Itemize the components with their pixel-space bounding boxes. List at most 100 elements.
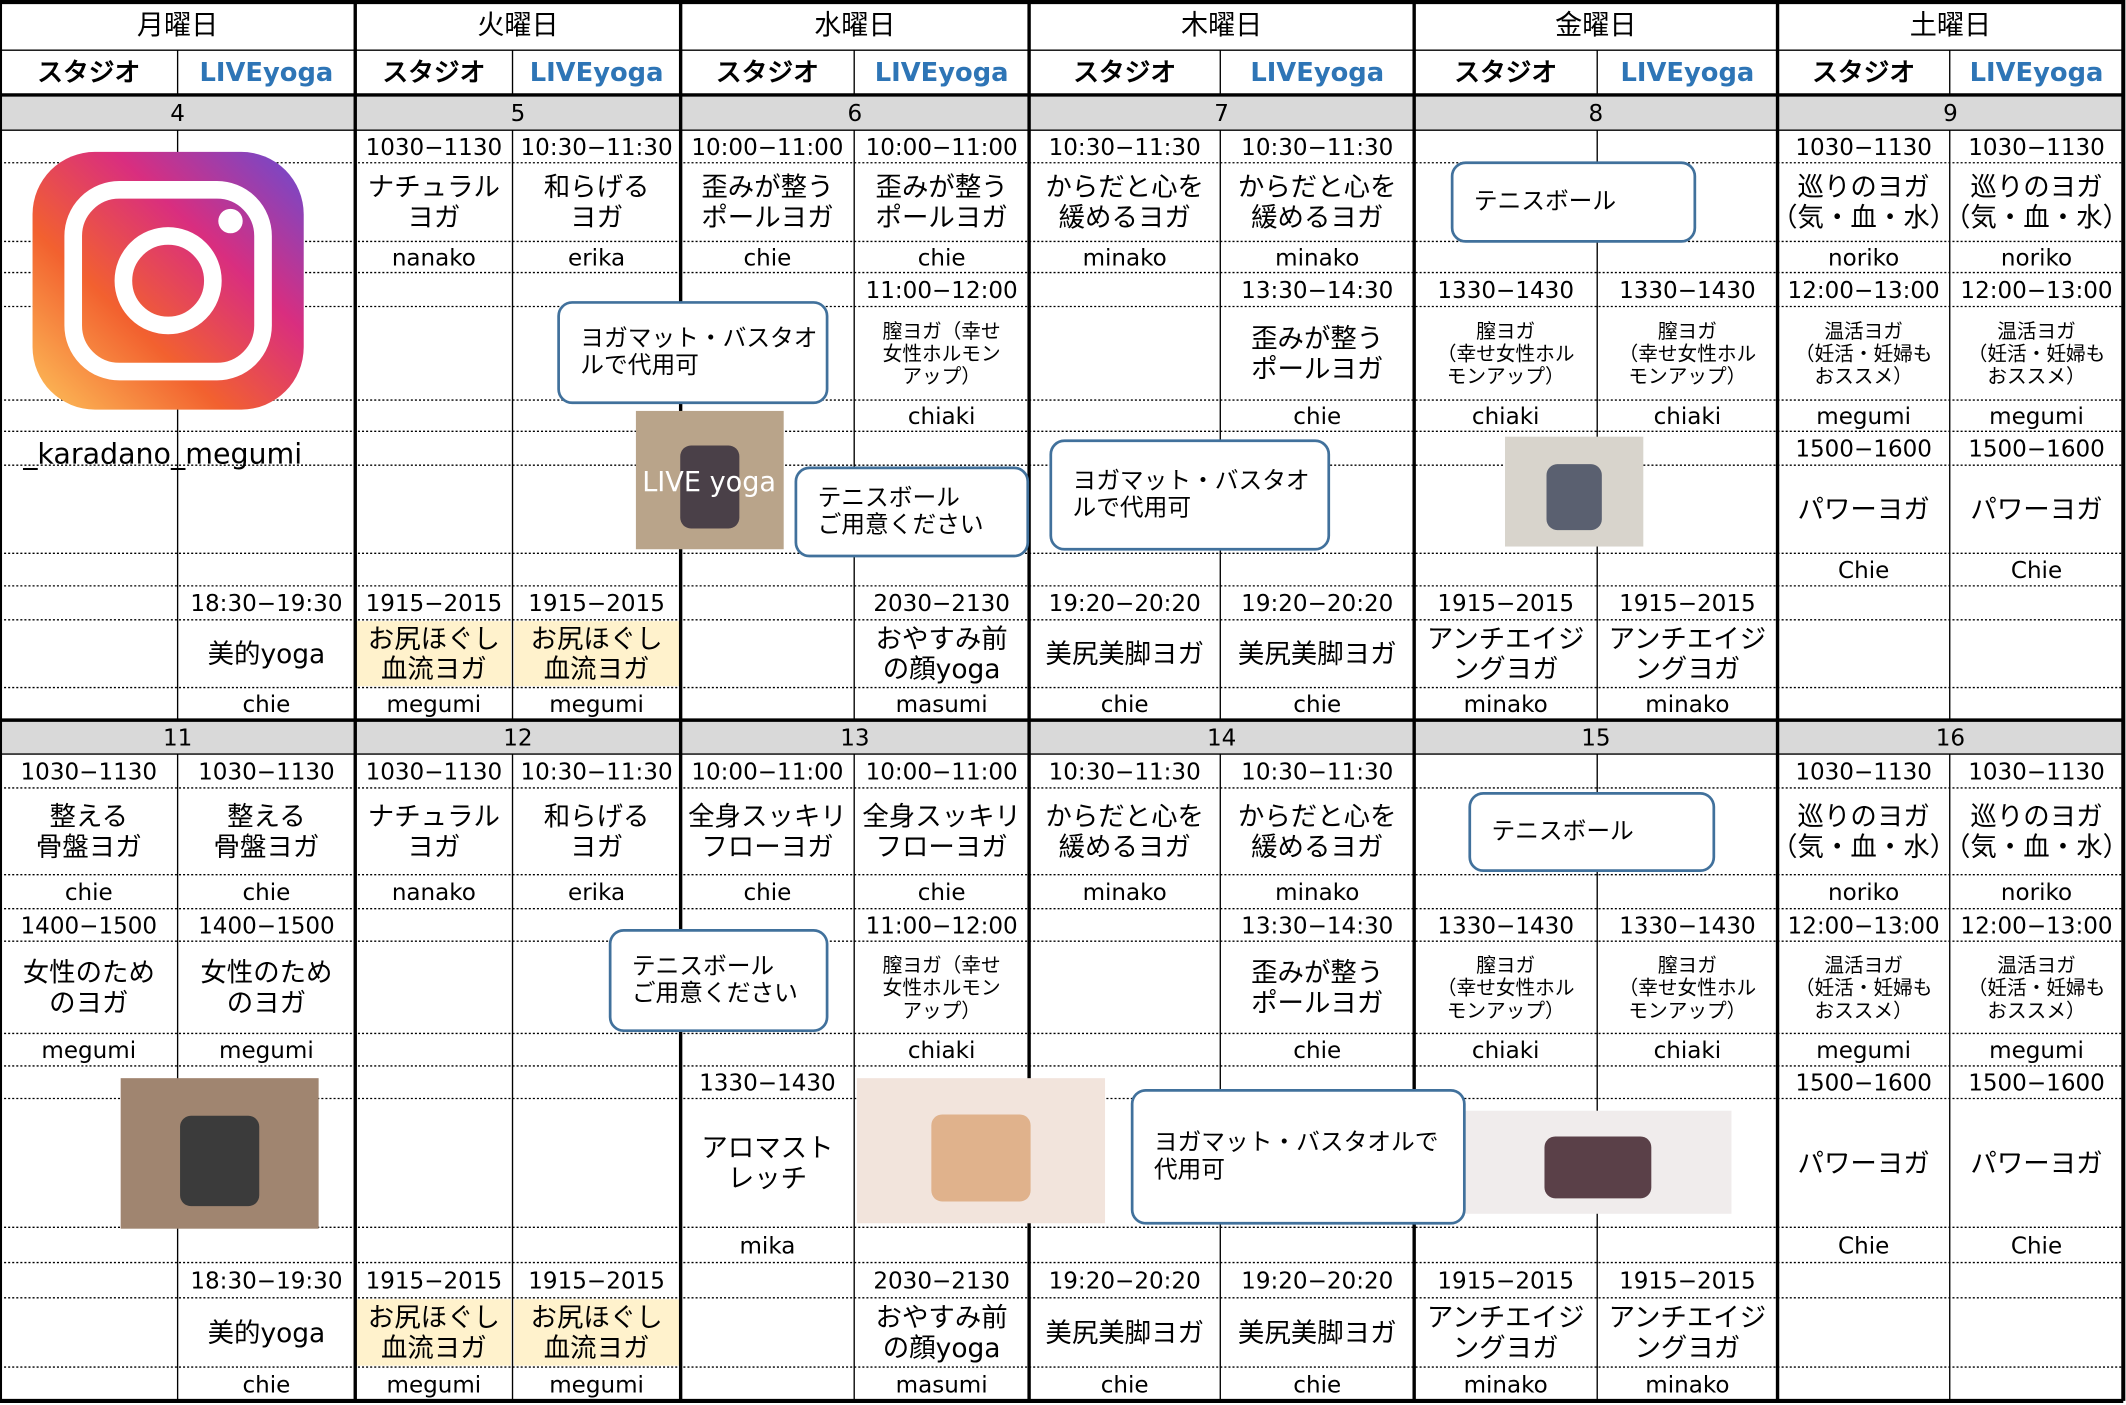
instructor: chie	[1293, 1038, 1341, 1064]
live-label: LIVEyoga	[1970, 58, 2104, 88]
class-name: パワーヨガ	[1970, 494, 2102, 525]
instructor: chiaki	[1472, 1038, 1540, 1064]
instructor: megumi	[1989, 404, 2084, 430]
class-name: 全身スッキリフローヨガ	[862, 801, 1021, 862]
callout-text: テニスボールご用意ください	[818, 483, 984, 538]
date: 7	[1214, 100, 1229, 126]
date: 13	[840, 725, 869, 751]
instructor: minako	[1275, 245, 1359, 271]
instructor: noriko	[2001, 880, 2072, 906]
instructor: chie	[918, 245, 966, 271]
time: 1400−1500	[21, 913, 158, 939]
instructor: megumi	[549, 692, 644, 718]
live-label: LIVEyoga	[1250, 58, 1384, 88]
time: 1030−1130	[1968, 134, 2105, 160]
callout	[794, 466, 1030, 558]
class-name: 膣ヨガ（幸せ女性ホルモンアップ）	[883, 954, 1001, 1022]
time: 1030−1130	[366, 759, 503, 785]
date: 5	[511, 100, 526, 126]
time: 1030−1130	[1795, 759, 1932, 785]
instructor: noriko	[2001, 245, 2072, 271]
date: 4	[170, 100, 185, 126]
time: 19:20−20:20	[1049, 1268, 1201, 1294]
instructor: nanako	[392, 245, 476, 271]
class-name: 美的yoga	[208, 1317, 326, 1348]
instructor: minako	[1083, 880, 1167, 906]
time: 1500−1600	[1795, 1070, 1932, 1096]
time: 1915−2015	[1619, 591, 1756, 617]
callout	[1049, 439, 1331, 551]
time: 1330−1430	[699, 1070, 836, 1096]
class-name: パワーヨガ	[1798, 494, 1930, 525]
class-name: 美的yoga	[208, 639, 326, 670]
class-name: 膣ヨガ（幸せ女性ホルモンアップ）	[1619, 320, 1757, 388]
instructor: minako	[1275, 880, 1359, 906]
class-name: 和らげるヨガ	[544, 801, 650, 862]
class-name: 巡りのヨガ（気・血・水）	[1944, 172, 2126, 233]
instructor: minako	[1083, 245, 1167, 271]
time: 1030−1130	[21, 759, 158, 785]
photo-detail	[180, 1115, 260, 1207]
cell-bg	[356, 1299, 512, 1366]
class-name: 歪みが整うポールヨガ	[1251, 323, 1383, 384]
instructor: chie	[1293, 692, 1341, 718]
day-name: 木曜日	[1181, 9, 1262, 40]
instructor: Chie	[1838, 557, 1889, 583]
date: 11	[163, 725, 192, 751]
instructor: chie	[1101, 692, 1149, 718]
instructor: Chie	[1838, 1233, 1889, 1259]
instructor: chie	[65, 880, 113, 906]
instructor: chie	[242, 1372, 290, 1398]
callout	[608, 928, 829, 1033]
instructor: chiaki	[1654, 1038, 1722, 1064]
class-name: お尻ほぐし血流ヨガ	[530, 1302, 662, 1363]
studio-label: スタジオ	[382, 58, 485, 88]
class-name: 整える骨盤ヨガ	[214, 801, 320, 862]
time: 18:30−19:30	[190, 1268, 342, 1294]
day-name: 土曜日	[1910, 9, 1991, 40]
instructor: chie	[1101, 1372, 1149, 1398]
instructor: minako	[1464, 1372, 1548, 1398]
time: 10:30−11:30	[1241, 134, 1393, 160]
time: 1030−1130	[198, 759, 335, 785]
time: 10:30−11:30	[1049, 759, 1201, 785]
instructor: megumi	[1989, 1038, 2084, 1064]
class-name: アンチエイジングヨガ	[1609, 623, 1767, 684]
date: 14	[1207, 725, 1236, 751]
time: 10:30−11:30	[1241, 759, 1393, 785]
studio-label: スタジオ	[716, 58, 819, 88]
class-name: 女性のためのヨガ	[23, 957, 155, 1018]
instructor: chie	[242, 692, 290, 718]
date: 15	[1581, 725, 1610, 751]
live-label: LIVEyoga	[200, 58, 334, 88]
instructor: noriko	[1828, 245, 1899, 271]
class-name: お尻ほぐし血流ヨガ	[368, 623, 500, 684]
day-name: 月曜日	[137, 9, 218, 40]
date-row	[0, 94, 2124, 131]
class-name: 膣ヨガ（幸せ女性ホルモンアップ）	[883, 320, 1001, 388]
time: 10:30−11:30	[1049, 134, 1201, 160]
time: 1330−1430	[1619, 913, 1756, 939]
time: 19:20−20:20	[1241, 1268, 1393, 1294]
photo-detail	[1544, 1136, 1652, 1199]
time: 12:00−13:00	[1788, 913, 1940, 939]
cell-bg	[513, 1299, 680, 1366]
time: 1915−2015	[366, 1268, 503, 1294]
date-row	[0, 720, 2124, 755]
time: 10:00−11:00	[866, 134, 1018, 160]
photo-detail	[931, 1114, 1031, 1202]
time: 12:00−13:00	[1960, 277, 2112, 303]
class-name: アンチエイジングヨガ	[1609, 1302, 1767, 1363]
callout-text: テニスボールご用意ください	[632, 951, 798, 1006]
instagram-frame	[64, 181, 272, 381]
class-name: からだと心を緩めるヨガ	[1045, 801, 1204, 862]
time: 1400−1500	[198, 913, 335, 939]
class-name: アロマストレッチ	[701, 1133, 833, 1194]
instagram-dot	[218, 208, 243, 234]
time: 1500−1600	[1968, 436, 2105, 462]
class-name: パワーヨガ	[1798, 1148, 1930, 1179]
class-name: 女性のためのヨガ	[200, 957, 332, 1018]
class-name: 巡りのヨガ（気・血・水）	[1944, 801, 2126, 862]
instructor: erika	[568, 880, 625, 906]
instructor: nanako	[392, 880, 476, 906]
